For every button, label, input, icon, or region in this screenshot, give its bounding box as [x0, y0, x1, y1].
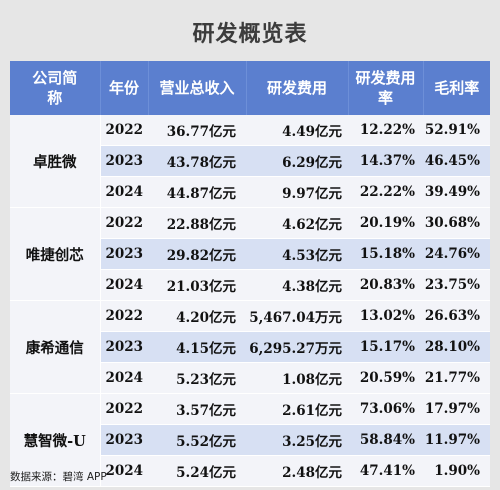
cell-rd-expense: 4.62亿元 [246, 207, 348, 239]
table-row: 康希通信 2022 4.20亿元 5,467.04万元 13.02% 26.63% [10, 300, 490, 394]
table-row: 2023 43.78亿元 6.29亿元 14.37% 46.45% [10, 145, 490, 177]
cell-gross-margin: 24.76% [423, 238, 490, 270]
cell-year: 2024 [100, 362, 148, 394]
cell-rd-rate: 20.19% [348, 207, 423, 239]
cell-revenue: 5.24亿元 [148, 455, 246, 487]
cell-year: 2024 [100, 455, 148, 487]
cell-revenue: 22.88亿元 [148, 207, 246, 239]
table-row: 2024 44.87亿元 9.97亿元 22.22% 39.49% [10, 176, 490, 208]
cell-gross-margin: 11.97% [423, 424, 490, 456]
cell-year: 2023 [100, 238, 148, 270]
page-title: 研发概览表 [192, 22, 308, 47]
cell-rd-rate: 22.22% [348, 176, 423, 208]
table-row: 2023 29.82亿元 4.53亿元 15.18% 24.76% [10, 238, 490, 270]
cell-year: 2024 [100, 176, 148, 208]
cell-year: 2024 [100, 269, 148, 301]
cell-revenue: 5.52亿元 [148, 424, 246, 456]
cell-rd-expense: 3.25亿元 [246, 424, 348, 456]
cell-company-name: 卓胜微 [10, 115, 101, 208]
cell-rd-rate: 15.18% [348, 238, 423, 270]
cell-company-name: 康希通信 [10, 300, 101, 394]
rd-overview-table: 公司简称 年份 营业总收入 研发费用 研发费用率 毛利率 卓胜微 2022 36.7… [10, 61, 490, 487]
header-rd-expense: 研发费用 [246, 61, 349, 115]
cell-rd-rate: 15.17% [348, 331, 423, 363]
cell-rd-rate: 14.37% [348, 145, 423, 177]
cell-rd-rate: 13.02% [348, 300, 423, 332]
table-row: 2024 21.03亿元 4.38亿元 20.83% 23.75% [10, 269, 490, 301]
table-header: 公司简称 年份 营业总收入 研发费用 研发费用率 毛利率 [10, 61, 490, 115]
cell-rd-rate: 58.84% [348, 424, 423, 456]
cell-revenue: 21.03亿元 [148, 269, 246, 301]
cell-rd-rate: 20.83% [348, 269, 423, 301]
cell-gross-margin: 21.77% [423, 362, 490, 394]
table-row: 慧智微-U 2022 3.57亿元 2.61亿元 73.06% 17.97% [10, 393, 490, 487]
cell-gross-margin: 1.90% [423, 455, 490, 487]
cell-rd-expense: 6,295.27万元 [246, 331, 348, 363]
cell-gross-margin: 28.10% [423, 331, 490, 363]
cell-company-name: 唯捷创芯 [10, 207, 101, 301]
header-row: 公司简称 年份 营业总收入 研发费用 研发费用率 毛利率 [10, 61, 490, 115]
header-company: 公司简称 [10, 61, 101, 115]
cell-rd-rate: 20.59% [348, 362, 423, 394]
header-gross-margin: 毛利率 [423, 61, 490, 115]
table-row: 唯捷创芯 2022 22.88亿元 4.62亿元 20.19% 30.68% [10, 207, 490, 301]
cell-rd-expense: 6.29亿元 [246, 145, 348, 177]
cell-year: 2023 [100, 331, 148, 363]
header-revenue: 营业总收入 [148, 61, 247, 115]
table-row: 2023 4.15亿元 6,295.27万元 15.17% 28.10% [10, 331, 490, 363]
cell-company-name: 慧智微-U [10, 393, 101, 487]
cell-revenue: 36.77亿元 [148, 115, 246, 146]
table-row: 2024 5.24亿元 2.48亿元 47.41% 1.90% [10, 455, 490, 487]
cell-year: 2023 [100, 424, 148, 456]
cell-rd-expense: 5,467.04万元 [246, 300, 348, 332]
cell-gross-margin: 52.91% [423, 115, 490, 146]
cell-gross-margin: 26.63% [423, 300, 490, 332]
cell-revenue: 5.23亿元 [148, 362, 246, 394]
table-row: 2024 5.23亿元 1.08亿元 20.59% 21.77% [10, 362, 490, 394]
cell-rd-expense: 9.97亿元 [246, 176, 348, 208]
cell-gross-margin: 30.68% [423, 207, 490, 239]
cell-year: 2022 [100, 300, 148, 332]
cell-gross-margin: 39.49% [423, 176, 490, 208]
cell-gross-margin: 23.75% [423, 269, 490, 301]
cell-revenue: 43.78亿元 [148, 145, 246, 177]
cell-rd-expense: 4.53亿元 [246, 238, 348, 270]
cell-rd-rate: 73.06% [348, 393, 423, 425]
table-row: 2023 5.52亿元 3.25亿元 58.84% 11.97% [10, 424, 490, 456]
cell-year: 2023 [100, 145, 148, 177]
cell-rd-expense: 4.49亿元 [246, 115, 348, 146]
cell-rd-expense: 2.61亿元 [246, 393, 348, 425]
cell-revenue: 29.82亿元 [148, 238, 246, 270]
table-body: 卓胜微 2022 36.77亿元 4.49亿元 12.22% 52.91% 2023 43.7… [10, 115, 490, 487]
cell-gross-margin: 17.97% [423, 393, 490, 425]
header-company-label: 公司简称 [32, 69, 78, 107]
cell-rd-rate: 12.22% [348, 115, 423, 146]
cell-rd-expense: 2.48亿元 [246, 455, 348, 487]
cell-rd-rate: 47.41% [348, 455, 423, 487]
cell-gross-margin: 46.45% [423, 145, 490, 177]
header-rd-rate: 研发费用率 [348, 61, 424, 115]
cell-year: 2022 [100, 115, 148, 146]
cell-revenue: 4.15亿元 [148, 331, 246, 363]
cell-rd-expense: 1.08亿元 [246, 362, 348, 394]
cell-revenue: 4.20亿元 [148, 300, 246, 332]
table-row: 卓胜微 2022 36.77亿元 4.49亿元 12.22% 52.91% [10, 115, 490, 208]
data-source-note: 数据来源：碧湾 APP [10, 471, 107, 483]
header-year: 年份 [100, 61, 149, 115]
cell-rd-expense: 4.38亿元 [246, 269, 348, 301]
cell-revenue: 3.57亿元 [148, 393, 246, 425]
rd-overview-table-container: 公司简称 年份 营业总收入 研发费用 研发费用率 毛利率 卓胜微 2022 36.7… [10, 61, 490, 487]
cell-year: 2022 [100, 207, 148, 239]
cell-revenue: 44.87亿元 [148, 176, 246, 208]
cell-year: 2022 [100, 393, 148, 425]
